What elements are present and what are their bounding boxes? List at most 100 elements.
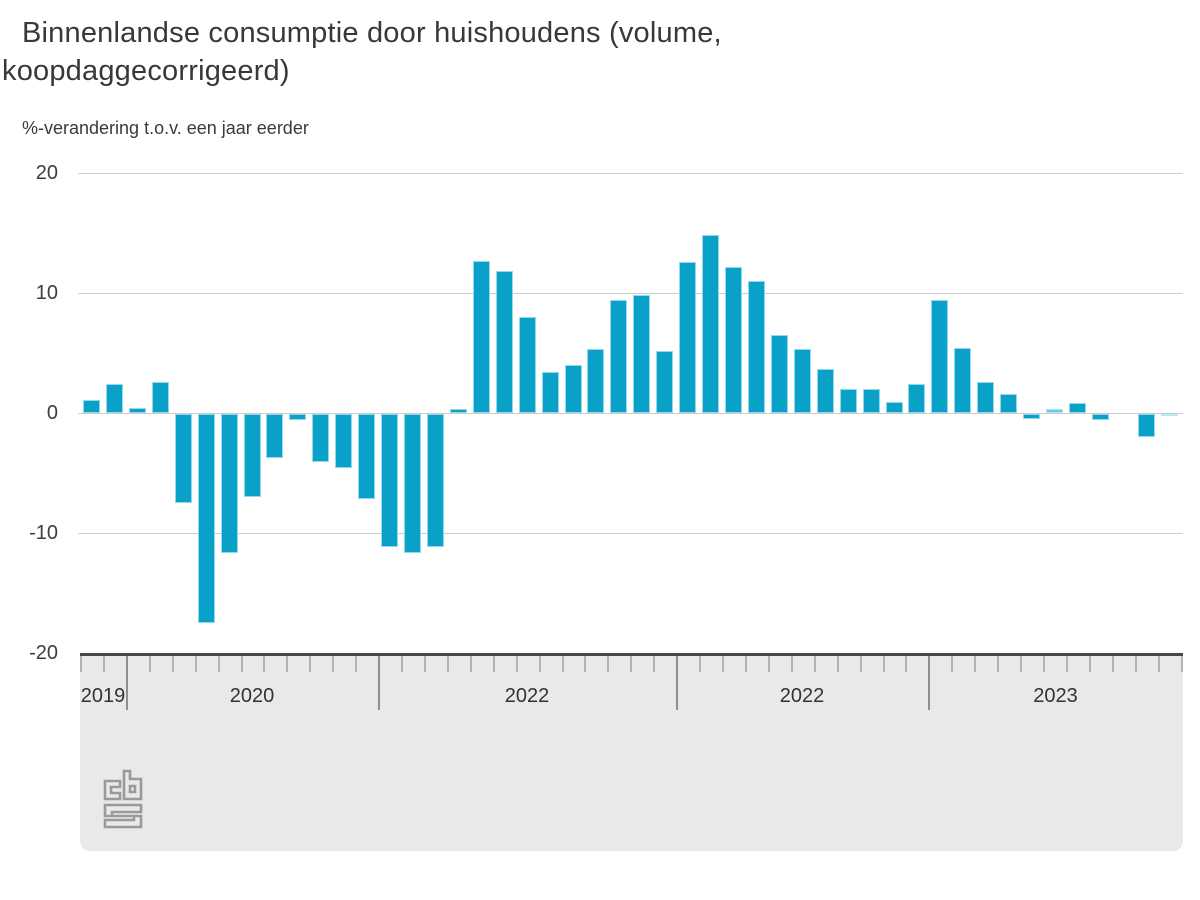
bar[interactable] xyxy=(702,235,719,413)
gridline xyxy=(78,293,1183,294)
x-axis-minor-tick xyxy=(1181,656,1183,672)
x-axis-minor-tick xyxy=(470,656,472,672)
x-axis-year-tick xyxy=(676,656,678,710)
bar[interactable] xyxy=(381,414,398,547)
bar[interactable] xyxy=(656,351,673,413)
cbs-logo-icon xyxy=(103,769,143,829)
x-axis-year-tick xyxy=(928,656,930,710)
x-axis-minor-tick xyxy=(103,656,105,672)
x-axis-minor-tick xyxy=(1020,656,1022,672)
x-axis-minor-tick xyxy=(722,656,724,672)
bar[interactable] xyxy=(954,348,971,413)
x-axis-minor-tick xyxy=(309,656,311,672)
chart-subtitle: %-verandering t.o.v. een jaar eerder xyxy=(22,118,309,138)
x-axis-minor-tick xyxy=(562,656,564,672)
x-axis-minor-tick xyxy=(1135,656,1137,672)
x-axis-minor-tick xyxy=(149,656,151,672)
page-title: Binnenlandse consumptie door huishoudens… xyxy=(2,17,722,87)
x-axis-minor-tick xyxy=(1112,656,1114,672)
bar[interactable] xyxy=(610,300,627,413)
x-axis-minor-tick xyxy=(653,656,655,672)
x-axis-minor-tick xyxy=(218,656,220,672)
bar[interactable] xyxy=(886,402,903,413)
x-axis-minor-tick xyxy=(332,656,334,672)
bar[interactable] xyxy=(794,349,811,413)
x-axis-year-tick xyxy=(126,656,128,710)
bar[interactable] xyxy=(587,349,604,413)
bar[interactable] xyxy=(748,281,765,413)
bar[interactable] xyxy=(679,262,696,413)
bar[interactable] xyxy=(519,317,536,413)
bar[interactable] xyxy=(977,382,994,413)
bar[interactable] xyxy=(1000,394,1017,413)
bar[interactable] xyxy=(152,382,169,413)
x-axis-band xyxy=(80,653,1183,851)
bar[interactable] xyxy=(863,389,880,413)
bar[interactable] xyxy=(312,414,329,462)
bar[interactable] xyxy=(633,295,650,413)
bar[interactable] xyxy=(1023,414,1040,419)
bar[interactable] xyxy=(1138,414,1155,437)
x-axis-minor-tick xyxy=(791,656,793,672)
x-axis-year-label: 2022 xyxy=(504,684,550,707)
x-axis-minor-tick xyxy=(539,656,541,672)
bar[interactable] xyxy=(496,271,513,413)
bar[interactable] xyxy=(129,408,146,413)
bar[interactable] xyxy=(771,335,788,413)
x-axis-minor-tick xyxy=(974,656,976,672)
x-axis-minor-tick xyxy=(195,656,197,672)
x-axis-minor-tick xyxy=(424,656,426,672)
x-axis-minor-tick xyxy=(1089,656,1091,672)
bar[interactable] xyxy=(1046,409,1063,413)
bar[interactable] xyxy=(725,267,742,413)
x-axis-year-tick xyxy=(378,656,380,710)
x-axis-minor-tick xyxy=(630,656,632,672)
bar[interactable] xyxy=(175,414,192,503)
x-axis-minor-tick xyxy=(1043,656,1045,672)
bar[interactable] xyxy=(473,261,490,413)
bar[interactable] xyxy=(335,414,352,468)
x-axis-minor-tick xyxy=(241,656,243,672)
x-axis-minor-tick xyxy=(883,656,885,672)
x-axis-minor-tick xyxy=(997,656,999,672)
x-axis-minor-tick xyxy=(447,656,449,672)
y-axis-tick-label: -20 xyxy=(29,642,58,664)
bar[interactable] xyxy=(1092,414,1109,420)
bar[interactable] xyxy=(358,414,375,499)
bar[interactable] xyxy=(198,414,215,623)
x-axis-minor-tick xyxy=(1066,656,1068,672)
bar[interactable] xyxy=(817,369,834,413)
bar[interactable] xyxy=(106,384,123,413)
bar[interactable] xyxy=(244,414,261,497)
x-axis-minor-tick xyxy=(401,656,403,672)
bar[interactable] xyxy=(565,365,582,413)
y-axis-tick-label: 20 xyxy=(35,162,58,184)
x-axis-minor-tick xyxy=(493,656,495,672)
x-axis-minor-tick xyxy=(355,656,357,672)
bar[interactable] xyxy=(289,414,306,420)
bar[interactable] xyxy=(542,372,559,413)
x-axis-minor-tick xyxy=(814,656,816,672)
x-axis-year-label: 2022 xyxy=(779,684,825,707)
x-axis-minor-tick xyxy=(905,656,907,672)
bar[interactable] xyxy=(266,414,283,458)
bar[interactable] xyxy=(427,414,444,547)
bar[interactable] xyxy=(908,384,925,413)
bar[interactable] xyxy=(1069,403,1086,413)
bar[interactable] xyxy=(83,400,100,413)
y-axis-tick-label: -10 xyxy=(29,522,58,544)
bar[interactable] xyxy=(404,414,421,553)
x-axis-minor-tick xyxy=(607,656,609,672)
bar[interactable] xyxy=(221,414,238,553)
y-axis-tick-label: 0 xyxy=(46,402,58,424)
x-axis-minor-tick xyxy=(80,656,82,672)
x-axis-minor-tick xyxy=(860,656,862,672)
bar[interactable] xyxy=(1161,414,1178,416)
x-axis-minor-tick xyxy=(584,656,586,672)
x-axis-minor-tick xyxy=(837,656,839,672)
bar[interactable] xyxy=(931,300,948,413)
bar[interactable] xyxy=(450,409,467,413)
bar[interactable] xyxy=(840,389,857,413)
